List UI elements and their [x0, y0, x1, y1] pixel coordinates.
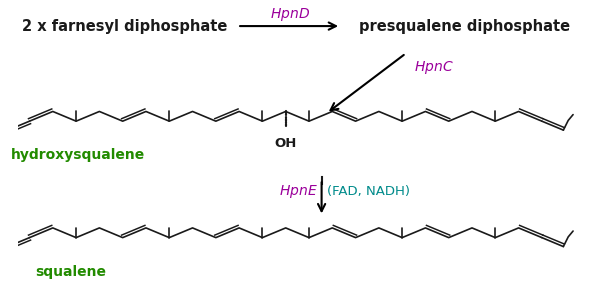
Text: $\mathit{HpnD}$: $\mathit{HpnD}$: [270, 6, 309, 23]
Text: OH: OH: [274, 137, 297, 150]
Text: (FAD, NADH): (FAD, NADH): [327, 185, 411, 197]
Text: $\mathit{HpnE}$: $\mathit{HpnE}$: [279, 182, 318, 199]
Text: squalene: squalene: [36, 265, 107, 279]
Text: 2 x farnesyl diphosphate: 2 x farnesyl diphosphate: [22, 19, 227, 34]
Text: $\mathit{HpnC}$: $\mathit{HpnC}$: [414, 59, 453, 76]
Text: hydroxysqualene: hydroxysqualene: [11, 148, 145, 162]
Text: presqualene diphosphate: presqualene diphosphate: [359, 19, 570, 34]
